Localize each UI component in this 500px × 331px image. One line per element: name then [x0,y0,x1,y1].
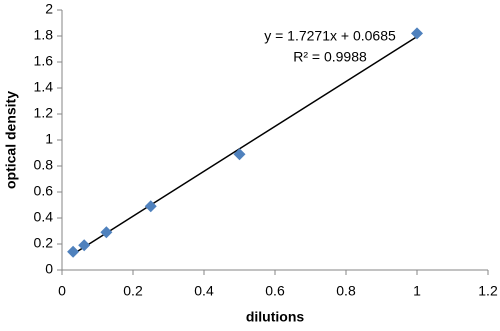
y-tick-label: 1.4 [34,79,54,95]
y-axis-label: optical density [3,91,19,189]
data-point [233,148,246,161]
y-tick-label: 1.2 [34,105,54,121]
x-tick-label: 0.8 [336,283,356,299]
y-tick-label: 0.6 [34,183,54,199]
y-tick-label: 0.8 [34,157,54,173]
y-tick-label: 2 [45,1,53,17]
y-tick-label: 0.2 [34,235,54,251]
y-tick-label: 1.8 [34,27,54,43]
data-point [67,245,80,258]
data-point [411,27,423,40]
x-tick-label: 0.2 [123,283,143,299]
trendline [72,35,418,255]
x-axis-label: dilutions [246,309,305,325]
y-tick-label: 0 [45,261,53,277]
y-tick-label: 1 [45,131,53,147]
data-point [100,226,113,239]
x-tick-label: 0.6 [265,283,285,299]
x-tick-label: 1 [413,283,421,299]
y-tick-label: 1.6 [34,53,54,69]
x-tick-label: 0.4 [194,283,214,299]
y-tick-label: 0.4 [34,209,54,225]
trendline-equation: y = 1.7271x + 0.0685 [264,28,396,44]
x-tick-label: 1.2 [478,283,498,299]
data-point [78,239,91,252]
x-tick-label: 0 [58,283,66,299]
trendline-r2: R² = 0.9988 [293,49,367,65]
data-point [144,200,157,213]
